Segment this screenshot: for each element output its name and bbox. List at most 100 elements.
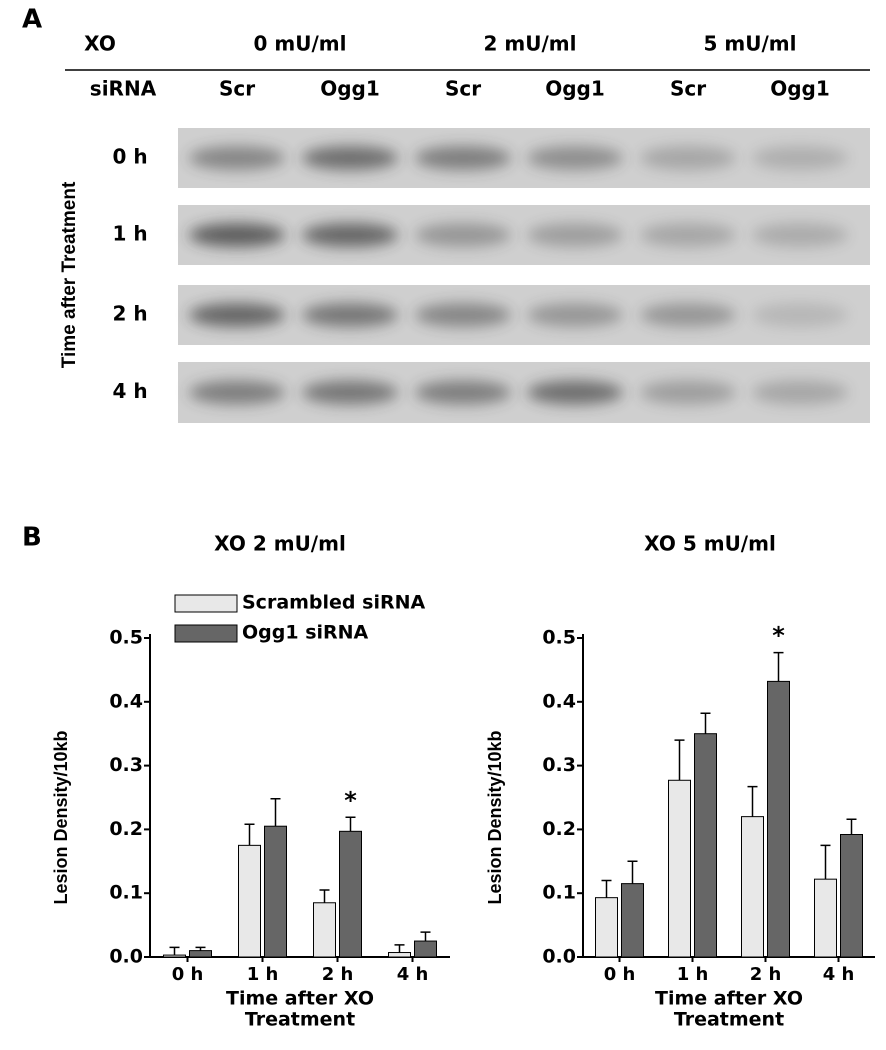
gel-band <box>640 380 736 405</box>
legend-label: Ogg1 siRNA <box>242 622 369 644</box>
bar <box>264 825 287 958</box>
sirna-label: siRNA <box>90 77 157 101</box>
x-tick-label: 4 h <box>397 964 429 985</box>
xo-label: XO <box>84 32 116 56</box>
y-tick-label: 0.0 <box>542 946 576 968</box>
sirna-label: Ogg1 <box>770 77 830 101</box>
legend-swatch <box>174 594 238 613</box>
gel-band <box>189 380 285 405</box>
x-tick-label: 2 h <box>322 964 354 985</box>
gel-band <box>752 380 848 405</box>
error-bar <box>345 816 356 832</box>
y-tick-label: 0.2 <box>542 818 576 840</box>
y-tick-label: 0.5 <box>542 627 576 649</box>
gel-band <box>527 146 623 170</box>
panel-label: B <box>22 523 42 553</box>
time-label: 4 h <box>112 379 147 403</box>
x-axis-label: Time after XO <box>226 988 374 1010</box>
sirna-label: Ogg1 <box>320 77 380 101</box>
bar <box>621 883 644 958</box>
bar <box>595 897 618 958</box>
y-tick-label: 0.1 <box>109 882 143 904</box>
gel-band <box>752 146 848 170</box>
sirna-label: Ogg1 <box>545 77 605 101</box>
dose-label: 0 mU/ml <box>254 32 347 56</box>
gel-band <box>302 223 398 247</box>
gel-band <box>415 146 511 170</box>
y-tick-label: 0.3 <box>542 754 576 776</box>
error-bar <box>195 946 206 951</box>
gel-band <box>640 223 736 247</box>
gel-band <box>189 146 285 170</box>
gel-band <box>415 380 511 405</box>
bar <box>668 779 691 958</box>
chart-title: XO 5 mU/ml <box>644 532 776 556</box>
error-bar <box>601 879 612 898</box>
bar <box>238 844 261 958</box>
bar <box>339 830 362 958</box>
error-bar <box>674 739 685 781</box>
x-tick-label: 1 h <box>677 964 709 985</box>
x-tick-label: 0 h <box>604 964 636 985</box>
y-axis-label: Lesion Density/10kb <box>485 730 505 904</box>
dose-label: 2 mU/ml <box>484 32 577 56</box>
x-tick-label: 2 h <box>750 964 782 985</box>
error-bar <box>169 946 180 956</box>
sirna-label: Scr <box>445 77 481 101</box>
error-bar <box>846 818 857 835</box>
gel-band <box>302 303 398 327</box>
x-axis-label: Treatment <box>674 1009 784 1031</box>
error-bar <box>420 931 431 942</box>
gel-band <box>415 303 511 327</box>
error-bar <box>244 823 255 846</box>
y-tick-label: 0.5 <box>109 627 143 649</box>
chart-title: XO 2 mU/ml <box>214 532 346 556</box>
x-tick-label: 1 h <box>247 964 279 985</box>
sirna-label: Scr <box>670 77 706 101</box>
y-axis-label: Lesion Density/10kb <box>51 730 71 904</box>
gel-band <box>527 380 623 405</box>
bar <box>189 950 212 958</box>
y-tick-label: 0.4 <box>542 690 576 712</box>
y-tick-label: 0.3 <box>109 754 143 776</box>
y-tick-label: 0.1 <box>542 882 576 904</box>
error-bar <box>820 844 831 880</box>
significance-mark: * <box>772 622 785 650</box>
dose-label: 5 mU/ml <box>704 32 797 56</box>
panel-label: A <box>22 5 42 35</box>
y-tick-label: 0.2 <box>109 818 143 840</box>
gel-band <box>640 303 736 327</box>
error-bar <box>394 944 405 953</box>
error-bar <box>773 651 784 682</box>
gel-band <box>189 303 285 327</box>
y-tick-label: 0.4 <box>109 690 143 712</box>
time-label: 2 h <box>112 302 147 326</box>
bar <box>694 733 717 958</box>
time-label: 1 h <box>112 222 147 246</box>
y-tick-label: 0.0 <box>109 946 143 968</box>
x-tick-label: 0 h <box>172 964 204 985</box>
error-bar <box>627 860 638 884</box>
time-label: 0 h <box>112 145 147 169</box>
sirna-label: Scr <box>219 77 255 101</box>
gel-band <box>302 380 398 405</box>
gel-band <box>415 223 511 247</box>
y-label: Time after Treatment <box>59 181 80 368</box>
bar <box>313 902 336 958</box>
gel-band <box>752 303 848 327</box>
bar <box>163 954 186 958</box>
bar <box>767 680 790 958</box>
bar <box>840 834 863 958</box>
gel-band <box>640 146 736 170</box>
error-bar <box>270 798 281 827</box>
error-bar <box>319 889 330 903</box>
gel-band <box>752 223 848 247</box>
gel-band <box>302 146 398 170</box>
bar <box>388 952 411 958</box>
x-tick-label: 4 h <box>823 964 855 985</box>
gel-band <box>527 303 623 327</box>
significance-mark: * <box>344 786 357 814</box>
legend-label: Scrambled siRNA <box>242 592 426 614</box>
bar <box>814 878 837 958</box>
